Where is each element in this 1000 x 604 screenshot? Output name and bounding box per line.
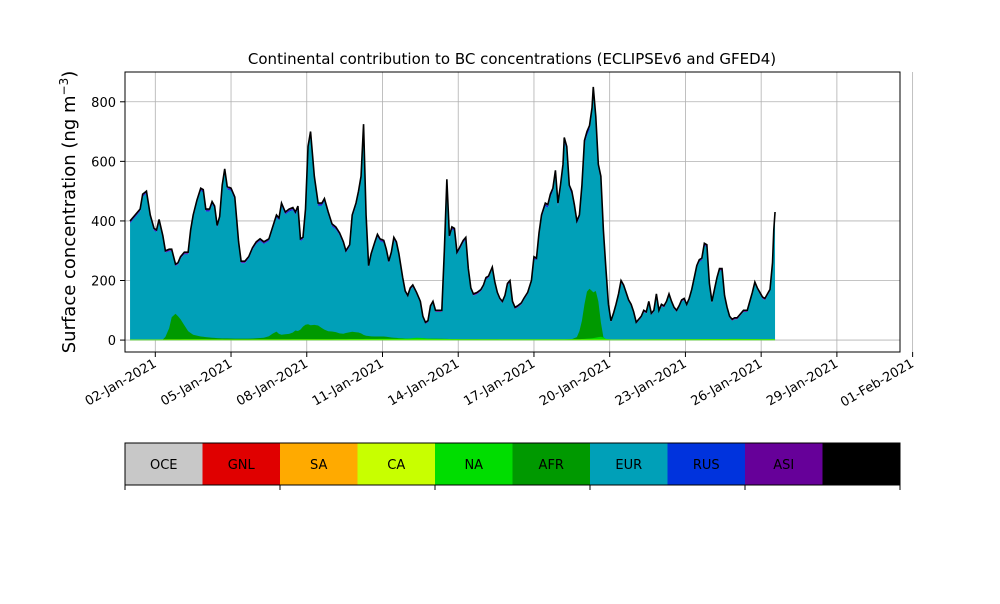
x-tick-label: 26-Jan-2021 bbox=[689, 356, 766, 409]
legend-label-afr: AFR bbox=[539, 458, 564, 473]
legend-label-aus: AUS bbox=[848, 458, 875, 473]
legend-label-sa: SA bbox=[310, 458, 327, 473]
y-axis-label-exponent: −3 bbox=[57, 78, 71, 96]
y-tick-label: 400 bbox=[91, 215, 116, 230]
series-areas bbox=[130, 87, 775, 340]
y-axis-label-main: Surface concentration (ng m bbox=[59, 95, 80, 353]
x-tick-label: 17-Jan-2021 bbox=[461, 356, 538, 409]
y-axis-label: Surface concentration (ng m−3) bbox=[57, 71, 80, 354]
y-tick-label: 200 bbox=[91, 275, 116, 290]
y-tick-label: 800 bbox=[91, 96, 116, 111]
legend-label-rus: RUS bbox=[693, 458, 720, 473]
y-axis-label-close: ) bbox=[59, 71, 80, 78]
x-tick-label: 05-Jan-2021 bbox=[158, 356, 235, 409]
legend-label-asi: ASI bbox=[773, 458, 794, 473]
y-tick-label: 0 bbox=[108, 334, 116, 349]
chart-title: Continental contribution to BC concentra… bbox=[248, 50, 776, 68]
x-tick-label: 01-Feb-2021 bbox=[838, 356, 917, 410]
x-tick-label: 11-Jan-2021 bbox=[310, 356, 387, 409]
x-tick-label: 02-Jan-2021 bbox=[83, 356, 160, 409]
series-area-eur bbox=[130, 92, 775, 340]
legend-label-na: NA bbox=[464, 458, 483, 473]
x-tick-label: 23-Jan-2021 bbox=[613, 356, 690, 409]
x-tick-label: 20-Jan-2021 bbox=[537, 356, 614, 409]
legend-label-eur: EUR bbox=[615, 458, 642, 473]
legend-label-oce: OCE bbox=[150, 458, 178, 473]
y-tick-label: 600 bbox=[91, 155, 116, 170]
x-tick-label: 08-Jan-2021 bbox=[234, 356, 311, 409]
x-tick-label: 29-Jan-2021 bbox=[764, 356, 841, 409]
legend-label-ca: CA bbox=[387, 458, 405, 473]
legend-label-gnl: GNL bbox=[228, 458, 256, 473]
x-tick-label: 14-Jan-2021 bbox=[386, 356, 463, 409]
region-colorbar-legend: OCE GNL SA CA NA AFR EUR RUS ASI AUS bbox=[125, 443, 901, 490]
